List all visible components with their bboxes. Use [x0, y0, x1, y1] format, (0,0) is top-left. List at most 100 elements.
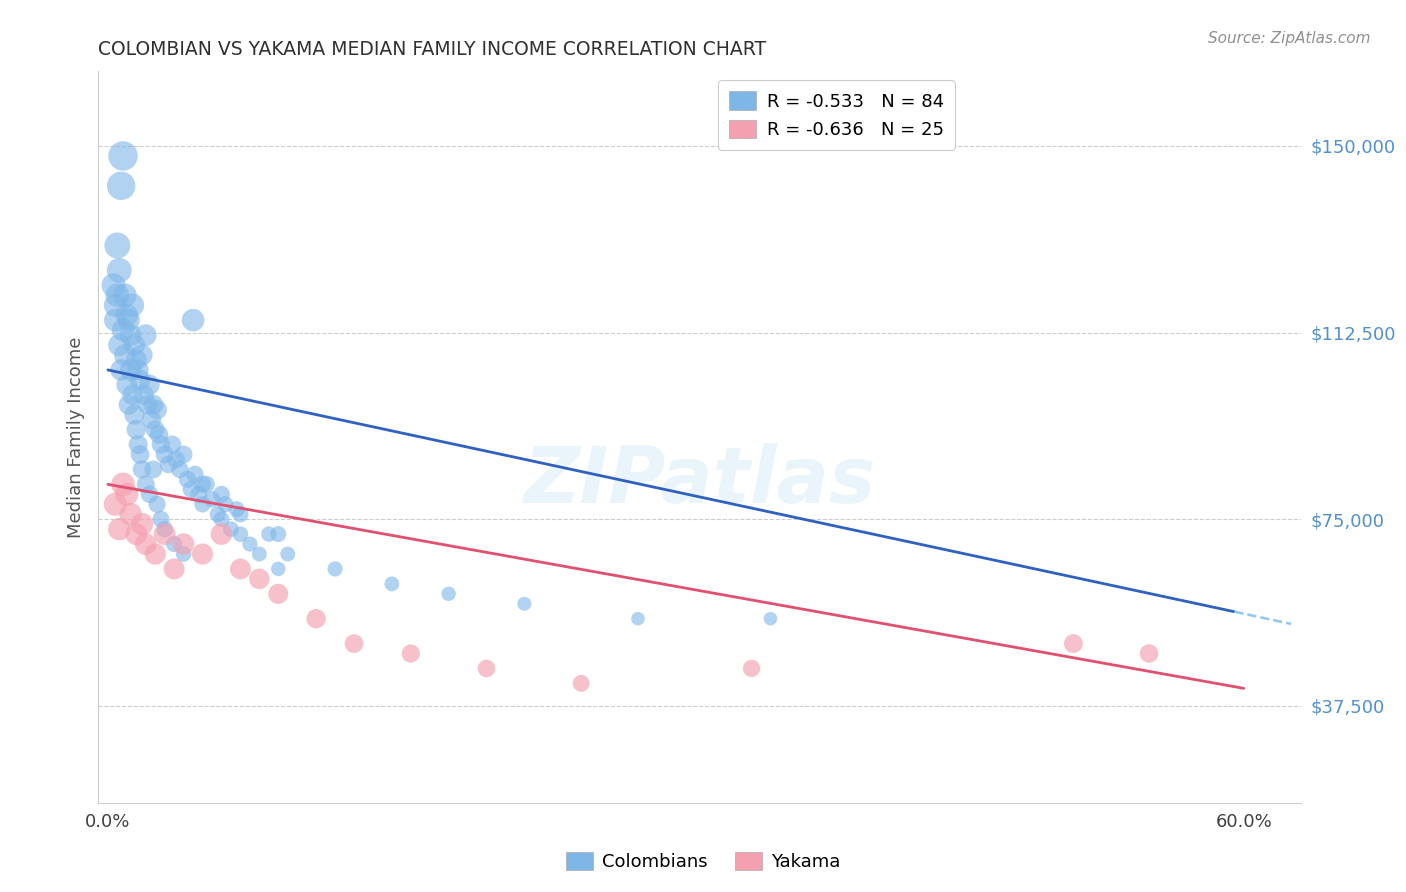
Point	[124, 338, 146, 352]
Point	[267, 562, 290, 576]
Point	[1062, 636, 1084, 650]
Point	[180, 483, 202, 497]
Point	[115, 487, 138, 501]
Point	[247, 572, 270, 586]
Point	[229, 527, 252, 541]
Point	[569, 676, 592, 690]
Point	[207, 507, 229, 521]
Point	[191, 547, 214, 561]
Point	[104, 298, 127, 312]
Point	[149, 512, 172, 526]
Point	[219, 522, 242, 536]
Point	[146, 497, 169, 511]
Point	[437, 587, 460, 601]
Point	[132, 388, 155, 402]
Point	[195, 477, 218, 491]
Point	[115, 377, 138, 392]
Point	[103, 278, 125, 293]
Point	[135, 477, 157, 491]
Point	[129, 448, 152, 462]
Point	[399, 647, 422, 661]
Point	[120, 328, 142, 343]
Point	[142, 398, 165, 412]
Point	[124, 408, 146, 422]
Point	[120, 363, 142, 377]
Point	[162, 437, 184, 451]
Point	[513, 597, 536, 611]
Point	[153, 527, 176, 541]
Point	[110, 178, 132, 193]
Point	[267, 587, 290, 601]
Point	[229, 507, 252, 521]
Point	[108, 263, 131, 277]
Point	[173, 448, 195, 462]
Point	[165, 452, 187, 467]
Point	[381, 577, 404, 591]
Point	[201, 492, 224, 507]
Point	[176, 472, 198, 486]
Point	[136, 398, 159, 412]
Point	[305, 612, 328, 626]
Point	[114, 288, 136, 302]
Legend: R = -0.533   N = 84, R = -0.636   N = 25: R = -0.533 N = 84, R = -0.636 N = 25	[718, 80, 955, 150]
Point	[108, 522, 131, 536]
Point	[211, 487, 233, 501]
Point	[143, 547, 166, 561]
Point	[143, 423, 166, 437]
Text: COLOMBIAN VS YAKAMA MEDIAN FAMILY INCOME CORRELATION CHART: COLOMBIAN VS YAKAMA MEDIAN FAMILY INCOME…	[98, 39, 766, 59]
Legend: Colombians, Yakama: Colombians, Yakama	[558, 845, 848, 879]
Text: Source: ZipAtlas.com: Source: ZipAtlas.com	[1208, 31, 1371, 46]
Point	[125, 353, 148, 368]
Point	[114, 348, 136, 362]
Point	[141, 412, 163, 426]
Point	[323, 562, 346, 576]
Point	[118, 313, 141, 327]
Point	[105, 238, 128, 252]
Point	[138, 487, 160, 501]
Point	[187, 487, 209, 501]
Point	[131, 348, 153, 362]
Point	[211, 512, 233, 526]
Point	[112, 149, 135, 163]
Point	[108, 338, 131, 352]
Point	[121, 298, 143, 312]
Point	[135, 537, 157, 551]
Point	[127, 437, 149, 451]
Point	[104, 313, 127, 327]
Point	[225, 502, 247, 516]
Point	[191, 477, 214, 491]
Point	[142, 462, 165, 476]
Point	[343, 636, 366, 650]
Point	[1137, 647, 1160, 661]
Point	[149, 437, 172, 451]
Point	[169, 462, 191, 476]
Text: ZIPatlas: ZIPatlas	[523, 443, 876, 519]
Point	[627, 612, 650, 626]
Point	[104, 497, 127, 511]
Point	[741, 661, 763, 675]
Point	[277, 547, 299, 561]
Point	[153, 448, 176, 462]
Point	[146, 402, 169, 417]
Point	[148, 427, 170, 442]
Point	[267, 527, 290, 541]
Point	[118, 398, 141, 412]
Point	[214, 497, 236, 511]
Point	[127, 363, 149, 377]
Point	[247, 547, 270, 561]
Point	[157, 458, 180, 472]
Y-axis label: Median Family Income: Median Family Income	[66, 336, 84, 538]
Point	[191, 497, 214, 511]
Point	[105, 288, 128, 302]
Point	[184, 467, 207, 482]
Point	[759, 612, 782, 626]
Point	[110, 363, 132, 377]
Point	[257, 527, 280, 541]
Point	[475, 661, 498, 675]
Point	[131, 517, 153, 532]
Point	[129, 373, 152, 387]
Point	[121, 388, 143, 402]
Point	[120, 507, 142, 521]
Point	[173, 537, 195, 551]
Point	[112, 477, 135, 491]
